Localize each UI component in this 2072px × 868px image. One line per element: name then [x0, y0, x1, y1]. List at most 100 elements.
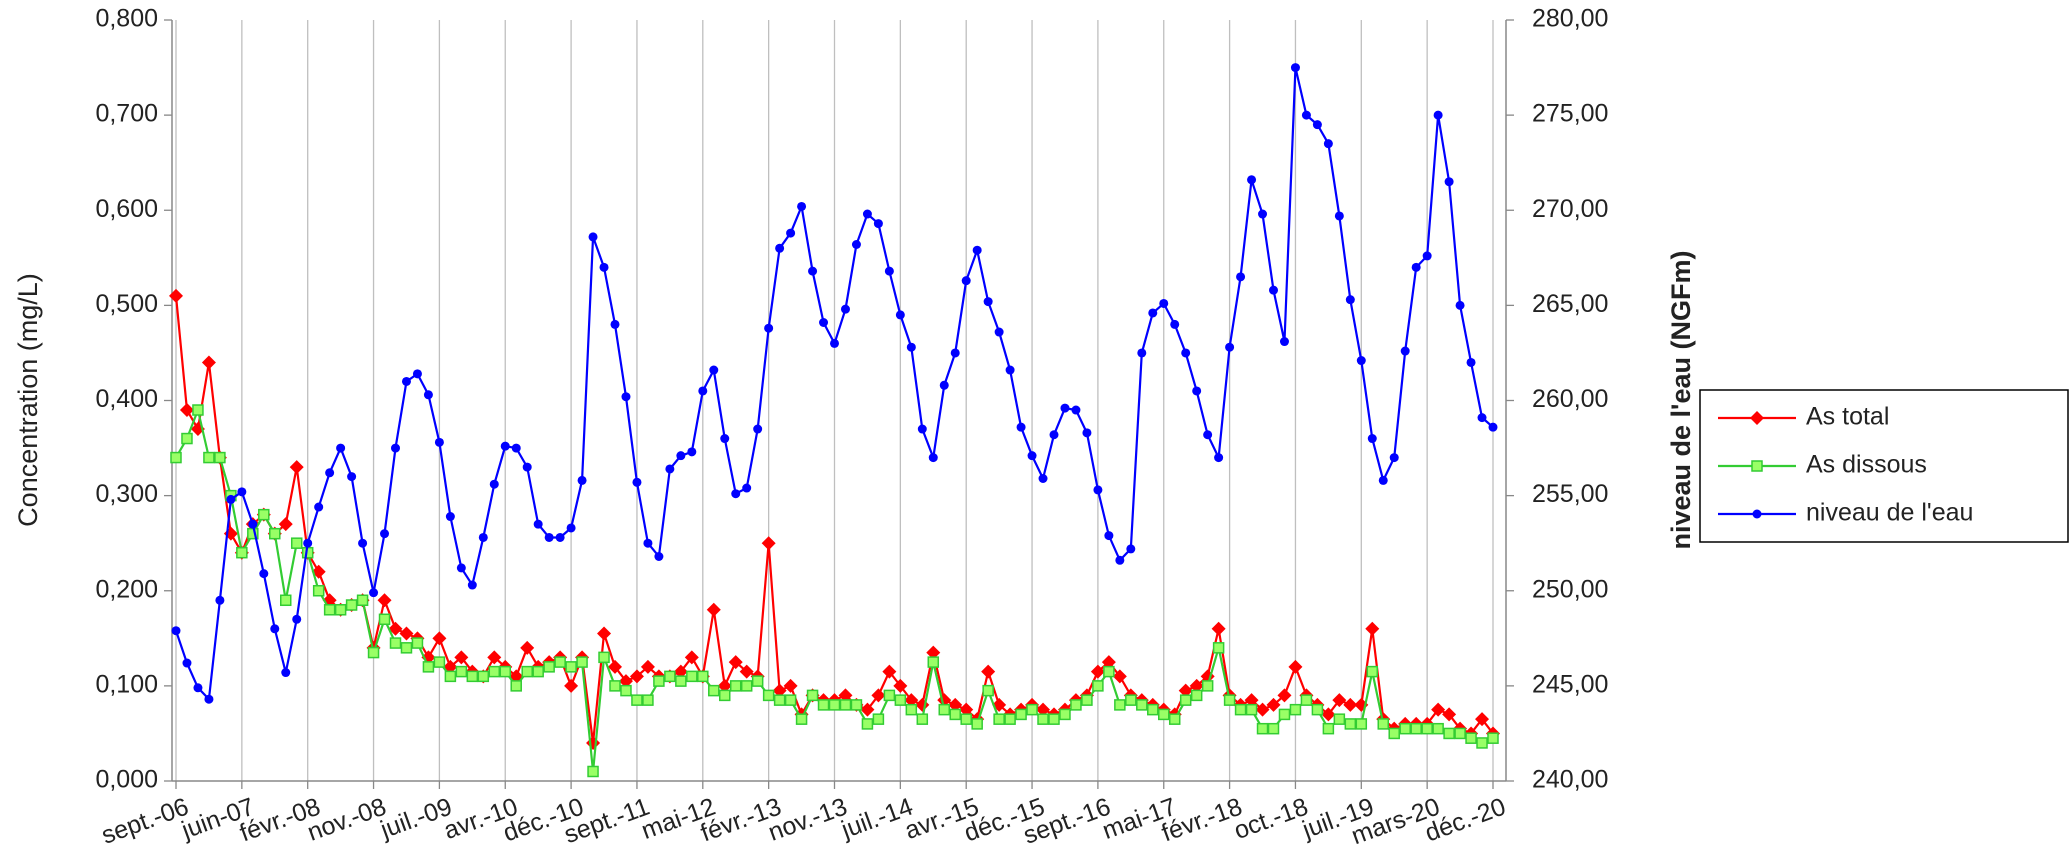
data-point: [1365, 621, 1380, 636]
data-point: [772, 683, 787, 698]
data-point: [731, 489, 741, 499]
data-point: [522, 462, 532, 472]
data-point: [1112, 669, 1127, 684]
data-point: [487, 650, 502, 665]
data-point: [499, 665, 511, 678]
data-point: [312, 585, 325, 597]
data-point: [1421, 722, 1433, 735]
legend-label: As total: [1806, 403, 1889, 431]
legend-label: As dissous: [1806, 451, 1927, 479]
data-point: [1269, 285, 1278, 295]
data-point: [1410, 722, 1422, 735]
data-point: [687, 447, 697, 457]
data-point: [873, 219, 883, 229]
data-point: [565, 661, 577, 673]
data-point: [851, 239, 861, 249]
data-point: [345, 599, 358, 611]
y-tick-label: 0,300: [95, 480, 158, 508]
data-point: [817, 699, 830, 711]
data-point: [1321, 707, 1336, 722]
data-point: [378, 613, 391, 626]
data-point: [1488, 422, 1498, 432]
data-point: [237, 487, 247, 497]
data-point: [1137, 348, 1147, 358]
data-point: [554, 656, 566, 668]
data-point: [806, 689, 819, 702]
data-point: [739, 664, 754, 679]
data-point: [477, 670, 490, 683]
data-point: [819, 317, 829, 327]
data-point: [1070, 699, 1082, 711]
data-point: [1136, 699, 1148, 711]
data-point: [982, 684, 994, 697]
data-point: [1189, 678, 1204, 693]
data-point: [861, 718, 874, 730]
data-point: [520, 640, 535, 655]
data-point: [599, 262, 609, 272]
data-point: [860, 702, 875, 717]
data-point: [411, 637, 424, 649]
data-point: [587, 765, 599, 778]
data-point: [708, 684, 720, 697]
y2-tick-label: 260,00: [1532, 385, 1608, 413]
y-tick-label: 0,200: [95, 575, 158, 603]
data-point: [269, 527, 281, 540]
data-point: [1170, 319, 1180, 329]
data-point: [203, 451, 215, 464]
data-point: [467, 580, 477, 590]
data-point: [1487, 732, 1499, 744]
data-point: [1333, 713, 1346, 725]
data-point: [928, 453, 938, 463]
data-point: [588, 232, 598, 242]
data-point: [204, 694, 214, 704]
data-point: [1355, 718, 1368, 730]
data-point: [632, 477, 642, 487]
legend-marker: [1751, 460, 1763, 472]
data-point: [432, 631, 447, 646]
data-point: [1223, 694, 1236, 706]
data-point: [377, 593, 392, 608]
data-point: [742, 483, 752, 493]
data-point: [280, 594, 292, 607]
data-point: [1234, 703, 1247, 716]
data-point: [1192, 386, 1202, 396]
legend-label: niveau de l'eau: [1806, 499, 1973, 527]
data-point: [960, 713, 972, 725]
data-point: [905, 703, 918, 716]
data-point: [1279, 337, 1289, 347]
data-point: [500, 441, 510, 451]
data-point: [289, 460, 304, 475]
data-point: [1179, 694, 1192, 706]
data-point: [883, 689, 896, 702]
data-point: [654, 552, 664, 562]
data-point: [983, 297, 993, 307]
data-point: [336, 443, 346, 453]
data-point: [1399, 722, 1411, 735]
data-point: [753, 424, 763, 434]
data-point: [1247, 175, 1257, 185]
data-point: [893, 678, 908, 693]
data-point: [325, 468, 335, 478]
data-point: [434, 437, 444, 447]
data-point: [783, 678, 798, 693]
data-point: [1037, 713, 1049, 725]
data-point: [445, 512, 455, 522]
data-point: [466, 670, 479, 683]
data-point: [597, 626, 612, 641]
data-point: [1092, 680, 1104, 692]
data-point: [1158, 708, 1170, 721]
data-point: [1178, 683, 1193, 698]
data-point: [838, 688, 853, 703]
data-point: [950, 348, 960, 358]
data-point: [1049, 430, 1059, 440]
data-point: [1432, 722, 1444, 735]
data-point: [939, 380, 949, 390]
data-point: [422, 661, 435, 673]
y-tick-label: 0,700: [95, 100, 158, 128]
data-point: [830, 338, 839, 348]
data-point: [961, 276, 971, 286]
data-point: [334, 604, 347, 616]
data-point: [201, 355, 216, 370]
